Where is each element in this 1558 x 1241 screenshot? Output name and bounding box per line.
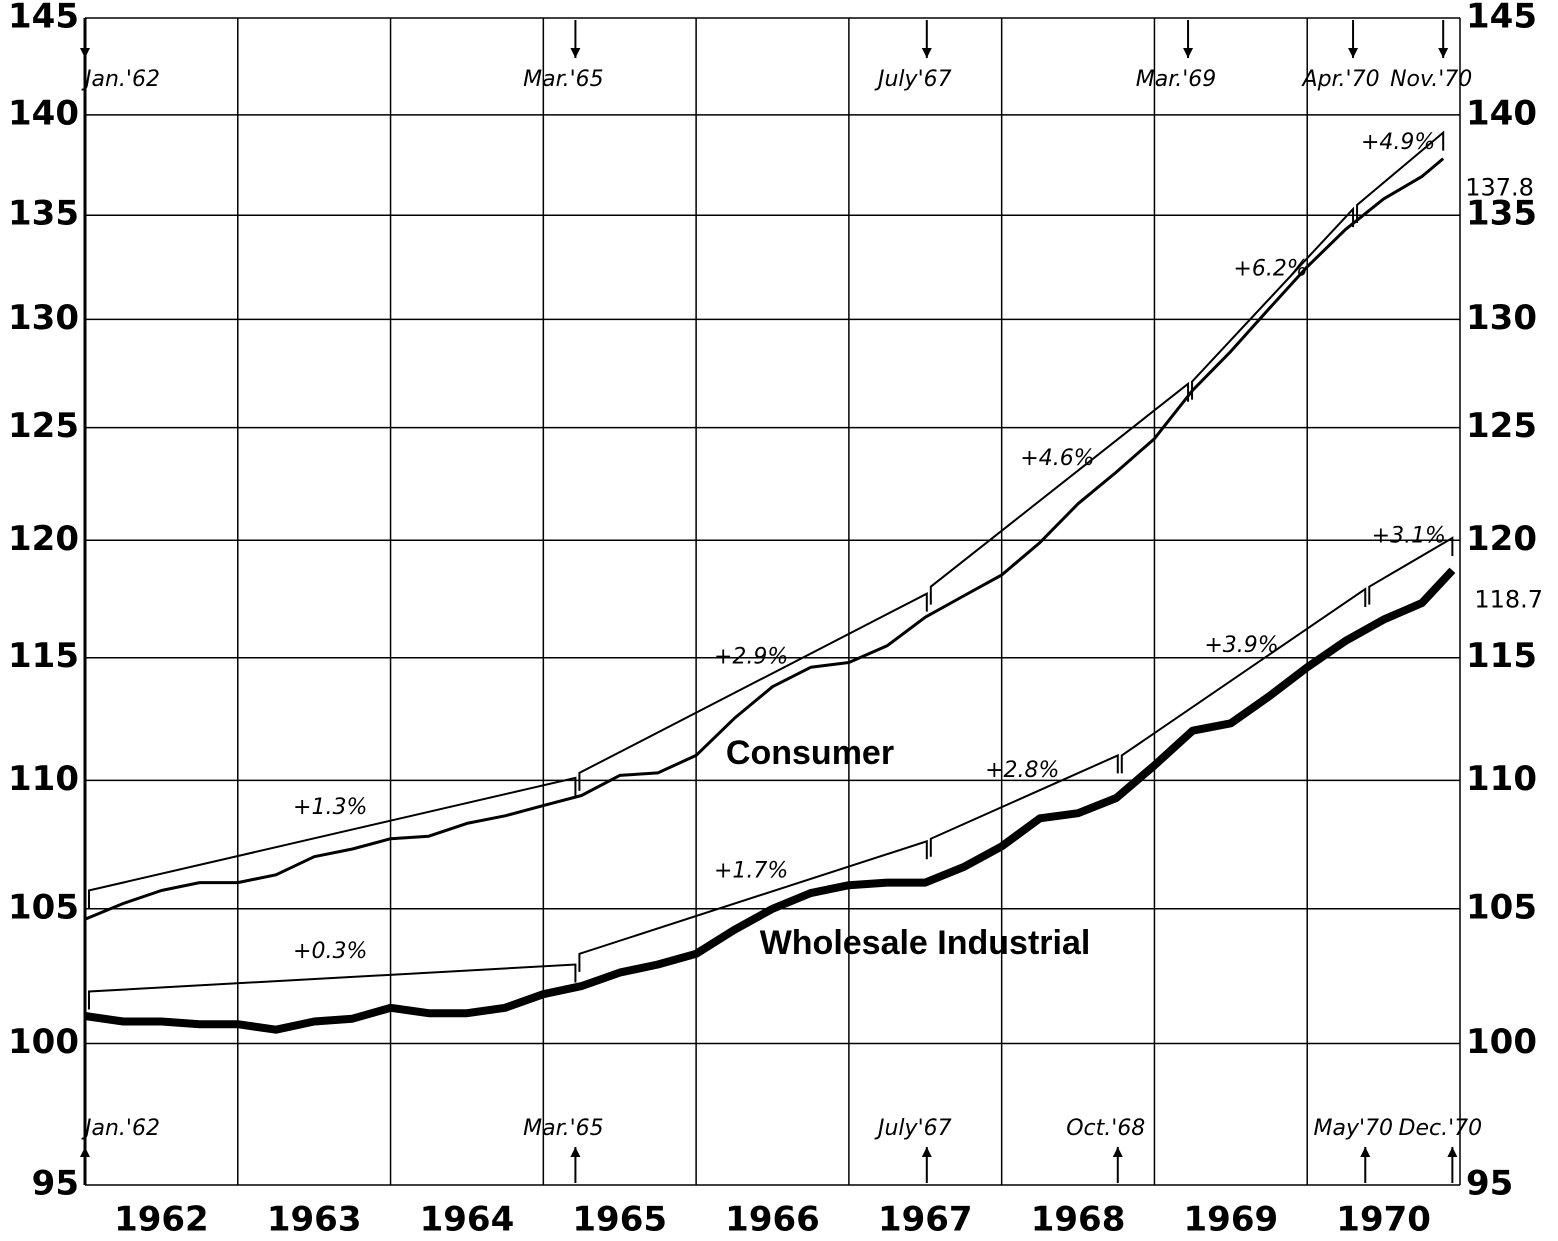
x-tick-label: 1969 [1184, 1200, 1279, 1240]
trend-label: +6.2% [1233, 256, 1307, 281]
top-marker-label: Jan.'62 [81, 67, 160, 92]
bottom-marker-arrow-head [1360, 1147, 1371, 1157]
y-tick-label: 135 [8, 194, 79, 234]
trend-label: +0.3% [293, 939, 367, 964]
trend-line [1368, 536, 1454, 605]
trend-line [1120, 587, 1367, 774]
y-tick-label: 120 [8, 519, 79, 559]
trend-line [88, 963, 577, 1010]
y-tick-label: 125 [8, 406, 79, 446]
trend-line [578, 839, 928, 972]
x-tick-label: 1965 [572, 1200, 667, 1240]
top-marker-arrow-head [921, 48, 932, 58]
y-tick-label: 105 [8, 887, 79, 927]
trend-line [1356, 130, 1445, 224]
top-marker-arrow-head [80, 48, 90, 58]
top-marker-arrow-head [1438, 48, 1449, 58]
trend-label: +4.9% [1361, 130, 1435, 155]
x-tick-label: 1962 [114, 1200, 209, 1240]
series-line [84, 567, 1456, 1034]
y-tick-label-right: 115 [1466, 636, 1537, 676]
top-marker-arrow-head [570, 48, 581, 58]
bottom-marker-arrow-head [921, 1147, 932, 1157]
y-tick-label-right: 120 [1466, 519, 1537, 559]
top-marker-arrow-head [1348, 48, 1359, 58]
y-tick-label-right: 125 [1466, 406, 1537, 446]
x-tick-label: 1964 [420, 1200, 515, 1240]
trend-line [88, 776, 577, 909]
x-tick-label: 1967 [878, 1200, 973, 1240]
x-tick-label: 1963 [267, 1200, 362, 1240]
end-value-label: 118.7 [1474, 585, 1543, 613]
bottom-marker-arrow-head [570, 1147, 581, 1157]
top-marker-label: Mar.'69 [1136, 67, 1217, 92]
bottom-marker-label: Dec.'70 [1399, 1116, 1483, 1141]
x-tick-label: 1966 [725, 1200, 820, 1240]
y-tick-label-right: 105 [1466, 887, 1537, 927]
y-tick-label-right: 100 [1466, 1022, 1537, 1062]
y-tick-label-right: 135 [1466, 194, 1537, 234]
y-tick-label-right: 140 [1466, 93, 1537, 133]
series-name: Consumer [726, 734, 894, 772]
y-tick-label: 95 [32, 1164, 79, 1204]
y-tick-label-right: 145 [1466, 0, 1537, 37]
y-tick-label: 100 [8, 1022, 79, 1062]
bottom-marker-label: Oct.'68 [1066, 1116, 1145, 1141]
series-line [84, 157, 1445, 921]
series-name: Wholesale Industrial [760, 924, 1091, 962]
trend-label: +2.9% [714, 644, 788, 669]
trend-label: +3.1% [1372, 523, 1446, 548]
trend-line [929, 753, 1119, 857]
trend-label: +4.6% [1020, 446, 1094, 471]
bottom-marker-label: July'67 [874, 1116, 952, 1141]
bottom-marker-label: May'70 [1314, 1116, 1394, 1141]
y-tick-label: 115 [8, 636, 79, 676]
bottom-marker-label: Jan.'62 [81, 1116, 160, 1141]
bottom-marker-arrow-head [1447, 1147, 1458, 1157]
bottom-marker-arrow-head [80, 1147, 90, 1157]
trend-label: +2.8% [985, 758, 1059, 783]
y-tick-label-right: 110 [1466, 759, 1537, 799]
y-tick-label: 110 [8, 759, 79, 799]
end-value-label: 137.8 [1465, 174, 1534, 202]
trend-label: +1.3% [293, 795, 367, 820]
top-marker-label: Nov.'70 [1390, 67, 1472, 92]
trend-line [578, 592, 928, 791]
top-marker-arrow-head [1183, 48, 1194, 58]
bottom-marker-arrow-head [1112, 1147, 1123, 1157]
top-marker-label: July'67 [874, 67, 952, 92]
x-tick-label: 1970 [1336, 1200, 1431, 1240]
trend-label: +3.9% [1204, 633, 1278, 658]
y-tick-label-right: 130 [1466, 298, 1537, 338]
trend-label: +1.7% [714, 859, 788, 884]
x-tick-label: 1968 [1031, 1200, 1126, 1240]
top-marker-label: Apr.'70 [1301, 67, 1380, 92]
trend-line [929, 381, 1190, 605]
y-tick-label: 130 [8, 298, 79, 338]
trend-line [1191, 206, 1355, 400]
y-tick-label: 145 [8, 0, 79, 37]
bottom-marker-label: Mar.'65 [523, 1116, 604, 1141]
y-tick-label: 140 [8, 93, 79, 133]
top-marker-label: Mar.'65 [523, 67, 604, 92]
y-tick-label-right: 95 [1466, 1164, 1513, 1204]
